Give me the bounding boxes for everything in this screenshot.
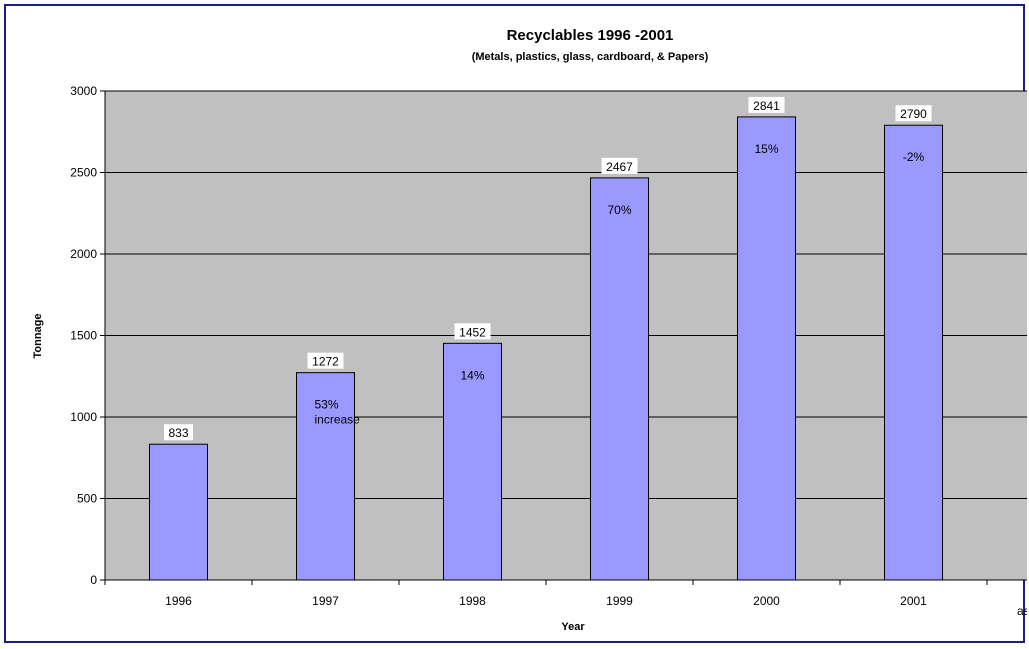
data-label: 1272 [312, 355, 339, 369]
data-label: 2790 [900, 107, 927, 121]
x-tick-label: 1996 [165, 594, 192, 608]
bar-annotation: 70% [607, 203, 631, 217]
x-axis-title: Year [561, 621, 585, 633]
data-label-box [895, 105, 932, 122]
y-axis-title: Tonnage [32, 313, 44, 358]
y-tick-label: 0 [90, 573, 97, 587]
bar [590, 177, 649, 581]
chart-subtitle: (Metals, plastics, glass, cardboard, & P… [472, 51, 709, 63]
chart-title: Recyclables 1996 -2001 [507, 27, 674, 44]
bar [737, 116, 796, 581]
bar [296, 372, 355, 581]
data-label-box [454, 323, 491, 340]
x-tick-label: 1997 [312, 594, 339, 608]
y-tick-label: 500 [77, 492, 97, 506]
y-tick-label: 2500 [70, 166, 97, 180]
y-tick-label: 1000 [70, 410, 97, 424]
x-tick-label: 1998 [459, 594, 486, 608]
bar-annotation: increase [315, 413, 361, 427]
data-label-box [601, 157, 638, 174]
bar [884, 124, 943, 581]
bar-annotation: 14% [460, 368, 484, 382]
data-label-box [164, 424, 193, 441]
y-tick-label: 1500 [70, 329, 97, 343]
clipped-text: as [1017, 604, 1027, 618]
data-label-box [748, 96, 785, 113]
bar [443, 342, 502, 581]
bar-annotation: -2% [903, 150, 925, 164]
data-label-box [307, 352, 344, 369]
bar-chart: 0 500 1000 1500 2000 2500 3000 833 1996 1272 53%in… [32, 27, 1027, 633]
bar-annotation: 53% [315, 398, 339, 412]
chart-frame: 0 500 1000 1500 2000 2500 3000 833 1996 1272 53% in… [4, 4, 1027, 643]
data-label: 833 [168, 426, 188, 440]
y-tick-label: 3000 [70, 84, 97, 98]
x-tick-label: 1999 [606, 594, 633, 608]
bar-annotation: 15% [754, 142, 778, 156]
bar [149, 443, 208, 581]
x-tick-label: 2001 [900, 594, 927, 608]
data-label: 2841 [753, 99, 780, 113]
y-tick-label: 2000 [70, 247, 97, 261]
data-label: 2467 [606, 160, 633, 174]
x-tick-label: 2000 [753, 594, 780, 608]
data-label: 1452 [459, 325, 486, 339]
